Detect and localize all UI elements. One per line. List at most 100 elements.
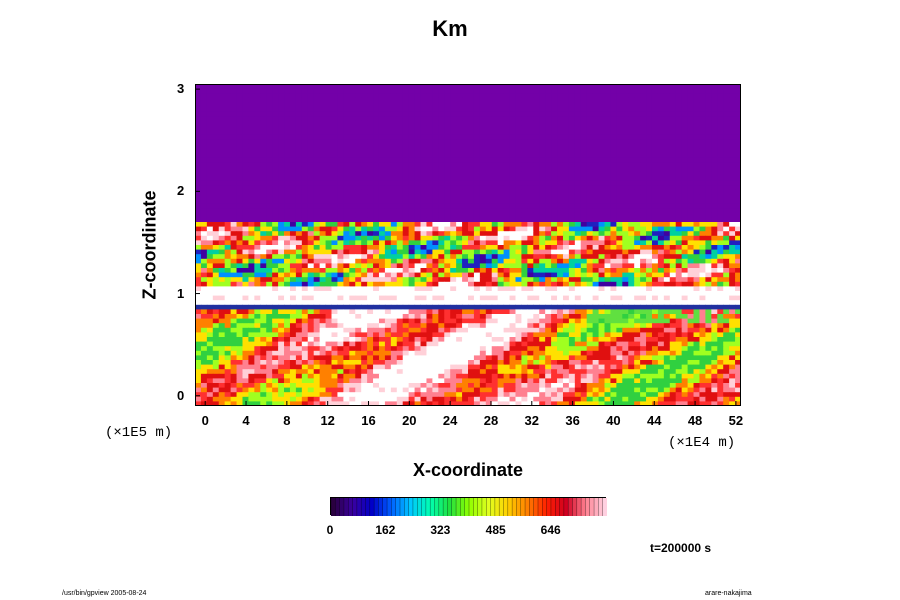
heatmap-cell (307, 249, 315, 255)
heatmap-cell (212, 249, 220, 255)
heatmap-cell (729, 235, 736, 241)
heatmap-cell (242, 235, 249, 241)
heatmap-cell (586, 277, 594, 283)
heatmap-cell (562, 134, 570, 140)
heatmap-cell (681, 194, 689, 200)
heatmap-cell (657, 107, 665, 113)
heatmap-cell (551, 180, 558, 186)
heatmap-cell (539, 327, 546, 333)
heatmap-cell (711, 272, 718, 278)
heatmap-cell (551, 176, 558, 182)
heatmap-cell (242, 268, 249, 274)
heatmap-cell (551, 97, 558, 103)
heatmap-cell (396, 323, 404, 329)
heatmap-cell (657, 166, 665, 172)
heatmap-cell (646, 327, 653, 333)
heatmap-cell (230, 203, 238, 209)
heatmap-cell (699, 291, 706, 297)
heatmap-cell (562, 143, 570, 149)
heatmap-cell (355, 107, 362, 113)
heatmap-cell (307, 208, 315, 214)
heatmap-cell (545, 185, 552, 191)
heatmap-cell (200, 125, 208, 131)
heatmap-cell (331, 304, 338, 310)
heatmap-cell (373, 180, 380, 186)
heatmap-cell (735, 111, 741, 117)
heatmap-cell (254, 157, 261, 163)
heatmap-cell (527, 281, 534, 287)
heatmap-cell (444, 148, 451, 154)
heatmap-cell (598, 268, 605, 274)
heatmap-cell (462, 231, 469, 237)
heatmap-cell (574, 194, 582, 200)
heatmap-cell (586, 148, 594, 154)
heatmap-cell (195, 217, 202, 223)
heatmap-cell (242, 208, 249, 214)
heatmap-cell (260, 120, 267, 126)
heatmap-cell (521, 327, 528, 333)
heatmap-cell (444, 231, 451, 237)
heatmap-cell (373, 235, 380, 241)
heatmap-cell (729, 102, 736, 108)
heatmap-cell (580, 148, 588, 154)
heatmap-cell (562, 249, 570, 255)
heatmap-cell (646, 93, 653, 99)
heatmap-cell (491, 323, 499, 329)
heatmap-cell (628, 185, 635, 191)
heatmap-cell (669, 143, 677, 149)
heatmap-cell (592, 327, 600, 333)
heatmap-cell (343, 194, 350, 200)
heatmap-cell (195, 249, 202, 255)
heatmap-cell (527, 323, 534, 329)
heatmap-cell (337, 139, 344, 145)
heatmap-cell (450, 231, 457, 237)
heatmap-cell (527, 272, 534, 278)
heatmap-cell (313, 291, 321, 297)
heatmap-cell (218, 212, 226, 218)
heatmap-cell (651, 189, 659, 195)
heatmap-cell (278, 120, 285, 126)
heatmap-cell (557, 235, 564, 241)
heatmap-cell (206, 268, 214, 274)
heatmap-cell (272, 286, 279, 292)
heatmap-cell (598, 314, 605, 320)
heatmap-cell (545, 84, 552, 90)
heatmap-cell (444, 102, 451, 108)
heatmap-cell (367, 185, 374, 191)
heatmap-cell (545, 139, 552, 145)
heatmap-cell (284, 263, 291, 269)
heatmap-cell (640, 203, 647, 209)
heatmap-cell (616, 166, 623, 172)
heatmap-cell (278, 148, 285, 154)
heatmap-cell (669, 281, 677, 287)
heatmap-cell (580, 263, 588, 269)
heatmap-cell (218, 130, 226, 136)
heatmap-cell (301, 291, 309, 297)
heatmap-cell (711, 295, 718, 301)
heatmap-cell (450, 194, 457, 200)
heatmap-cell (693, 130, 700, 136)
heatmap-cell (509, 88, 516, 94)
heatmap-cell (687, 327, 695, 333)
heatmap-cell (248, 281, 255, 287)
heatmap-cell (628, 162, 635, 168)
heatmap-cell (562, 235, 570, 241)
heatmap-cell (319, 208, 327, 214)
heatmap-cell (295, 93, 303, 99)
heatmap-cell (711, 263, 718, 269)
heatmap-cell (301, 277, 309, 283)
heatmap-cell (206, 107, 214, 113)
heatmap-cell (349, 291, 356, 297)
heatmap-cell (236, 286, 243, 292)
heatmap-cell (610, 217, 617, 223)
heatmap-cell (468, 162, 475, 168)
heatmap-cell (260, 180, 267, 186)
heatmap-cell (616, 125, 623, 131)
heatmap-cell (272, 180, 279, 186)
heatmap-cell (468, 93, 475, 99)
heatmap-cell (432, 194, 439, 200)
heatmap-cell (717, 194, 724, 200)
heatmap-cell (574, 130, 582, 136)
heatmap-cell (230, 327, 238, 333)
heatmap-cell (663, 226, 671, 232)
